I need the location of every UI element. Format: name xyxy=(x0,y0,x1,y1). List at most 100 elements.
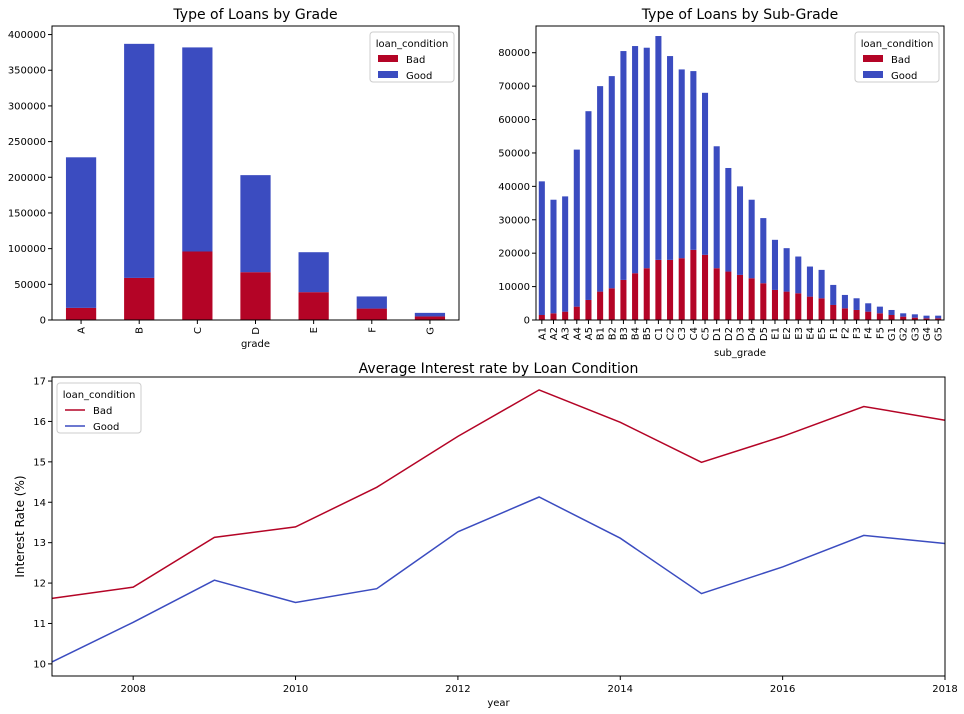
x-tick-label-C1: C1 xyxy=(654,327,665,340)
bar-bad-E1 xyxy=(771,289,779,320)
x-tick-label-B1: B1 xyxy=(596,327,607,340)
bar-bad-F1 xyxy=(830,304,837,320)
y-tick-label: 50000 xyxy=(14,280,46,291)
x-tick-label-F5: F5 xyxy=(875,327,886,339)
bar-good-B3 xyxy=(620,51,627,280)
x-tick-label-E1: E1 xyxy=(770,327,781,340)
bar-bad-E4 xyxy=(806,296,813,320)
x-tick-label-C5: C5 xyxy=(701,327,712,340)
y-tick-label: 100000 xyxy=(8,244,46,255)
bar-bad-F3 xyxy=(853,309,860,320)
bar-good-E xyxy=(298,252,329,293)
bar-bad-C4 xyxy=(690,249,697,320)
y-tick-label: 10000 xyxy=(498,282,530,293)
x-tick-label-F2: F2 xyxy=(840,327,851,339)
bar-bad-C1 xyxy=(655,259,662,320)
line-series-bad xyxy=(51,389,946,600)
x-axis-label: year xyxy=(487,698,510,709)
bar-bad-B xyxy=(124,277,155,320)
bar-bad-D2 xyxy=(725,271,732,320)
bar-good-A5 xyxy=(585,111,592,300)
x-tick-label-D5: D5 xyxy=(759,327,770,341)
y-tick-label: 70000 xyxy=(498,82,530,93)
bar-bad-G3 xyxy=(911,317,918,320)
bar-bad-A xyxy=(65,307,97,320)
chart-3: Average Interest rate by Loan Condition 1… xyxy=(13,361,958,709)
bar-bad-C5 xyxy=(701,254,709,320)
bar-bad-A3 xyxy=(562,311,569,320)
x-tick-label: 2008 xyxy=(120,684,145,695)
bar-bad-D3 xyxy=(736,274,744,320)
y-tick-label: 350000 xyxy=(8,66,46,77)
bar-good-F2 xyxy=(841,294,848,309)
x-tick-label-D1: D1 xyxy=(712,327,723,341)
y-tick-label: 12 xyxy=(33,579,46,590)
bar-bad-C2 xyxy=(667,259,674,320)
legend-label-bad: Bad xyxy=(891,55,910,66)
bar-good-D1 xyxy=(713,146,720,269)
bar-good-A1 xyxy=(538,181,545,315)
line-series-good xyxy=(51,496,946,663)
bar-bad-F5 xyxy=(876,313,883,320)
y-tick-label: 14 xyxy=(33,498,46,509)
y-tick-label: 0 xyxy=(524,316,530,327)
y-tick-label: 40000 xyxy=(498,182,530,193)
x-tick-label-D4: D4 xyxy=(747,327,758,341)
legend-frame xyxy=(854,31,940,83)
bar-bad-D xyxy=(240,272,271,320)
y-tick-label: 13 xyxy=(33,538,46,549)
y-axis-label: Interest Rate (%) xyxy=(13,475,27,577)
x-tick-label-G2: G2 xyxy=(899,327,910,341)
x-tick-label-C2: C2 xyxy=(666,327,677,340)
bar-good-G2 xyxy=(900,313,907,317)
y-tick-label: 0 xyxy=(40,316,46,327)
bar-bad-F xyxy=(356,308,387,320)
x-axis-label: sub_grade xyxy=(714,348,766,359)
bar-bad-G4 xyxy=(923,318,930,320)
bar-good-E5 xyxy=(818,269,825,299)
bar-bad-C3 xyxy=(678,258,685,320)
bar-good-D4 xyxy=(748,199,755,279)
x-tick-label-B2: B2 xyxy=(607,327,618,340)
plot-frame xyxy=(51,376,946,677)
bar-good-A xyxy=(65,157,97,308)
x-tick-label-E4: E4 xyxy=(805,327,816,340)
bars xyxy=(538,36,942,320)
x-tick-label-E2: E2 xyxy=(782,327,793,340)
bar-good-D xyxy=(240,175,271,273)
bar-bad-E5 xyxy=(818,298,825,320)
y-tick-label: 15 xyxy=(33,457,46,468)
legend-label-good: Good xyxy=(406,71,432,82)
bar-bad-B2 xyxy=(608,288,615,320)
legend-title: loan_condition xyxy=(376,39,449,50)
y-tick-label: 20000 xyxy=(498,249,530,260)
y-tick-label: 80000 xyxy=(498,48,530,59)
x-tick-label-G3: G3 xyxy=(910,327,921,341)
legend-swatch-good xyxy=(863,71,883,78)
bar-good-A2 xyxy=(550,199,557,314)
x-tick-label-A: A xyxy=(77,327,88,334)
bar-good-G4 xyxy=(923,315,930,319)
x-axis-label: grade xyxy=(241,339,270,350)
y-tick-label: 30000 xyxy=(498,215,530,226)
bar-good-A3 xyxy=(562,196,569,312)
x-tick-label-B5: B5 xyxy=(642,327,653,340)
bar-bad-F2 xyxy=(841,308,848,320)
x-tick-label-A1: A1 xyxy=(537,327,548,340)
bar-good-F5 xyxy=(876,306,883,314)
legend-frame xyxy=(369,31,455,83)
x-tick-label-A3: A3 xyxy=(561,327,572,340)
legend: loan_condition Bad Good xyxy=(854,31,940,83)
bar-bad-B4 xyxy=(632,273,639,320)
y-tick-label: 50000 xyxy=(498,148,530,159)
x-tick-label-D: D xyxy=(251,327,262,335)
bar-good-B5 xyxy=(643,47,650,269)
bar-good-C2 xyxy=(667,56,674,260)
bar-bad-F4 xyxy=(865,311,872,320)
y-tick-label: 150000 xyxy=(8,208,46,219)
bar-good-C1 xyxy=(655,36,662,260)
bar-bad-G2 xyxy=(900,316,907,320)
chart-1: Type of Loans by Grade 0 50000 100000 150000… xyxy=(8,7,460,350)
chart-title: Type of Loans by Grade xyxy=(172,7,337,23)
bar-bad-A4 xyxy=(573,306,580,320)
